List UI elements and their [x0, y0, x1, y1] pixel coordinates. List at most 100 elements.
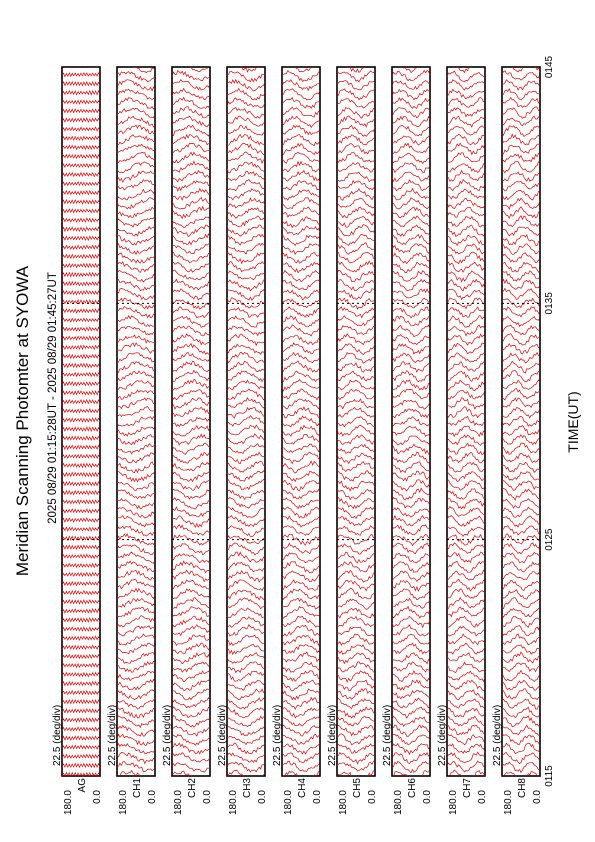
- scan-trace: [447, 434, 485, 446]
- scan-trace: [117, 124, 155, 135]
- scan-trace: [447, 206, 485, 218]
- scan-trace: [337, 470, 375, 482]
- scan-trace: [502, 515, 540, 528]
- scan-trace: [172, 524, 210, 536]
- scan-trace: [172, 443, 210, 455]
- scan-trace: [117, 234, 155, 246]
- scan-trace: [227, 688, 265, 701]
- scan-trace: [117, 652, 155, 664]
- scan-trace: [172, 243, 210, 254]
- scan-trace: [337, 171, 375, 183]
- scan-trace: [172, 742, 210, 755]
- scan-trace: [172, 488, 210, 500]
- scale-label: 22.5 (deg/div): [382, 705, 393, 766]
- scan-trace: [172, 606, 210, 618]
- scan-trace: [392, 552, 430, 564]
- scan-trace: [227, 433, 265, 445]
- scan-trace: [117, 715, 155, 729]
- chart-title: Meridian Scanning Photomter at SYOWA: [13, 265, 32, 576]
- scan-trace: [117, 79, 155, 92]
- scan-trace: [62, 253, 100, 260]
- scan-trace: [282, 370, 320, 383]
- scan-trace: [392, 435, 430, 446]
- scan-trace: [337, 379, 375, 391]
- scan-trace: [337, 460, 375, 473]
- scan-trace: [337, 569, 375, 583]
- scan-trace: [337, 524, 375, 536]
- scan-trace: [447, 498, 485, 510]
- channel-label: CH2: [187, 778, 198, 798]
- scan-trace: [337, 644, 375, 656]
- scan-trace: [62, 589, 100, 596]
- scan-trace: [117, 606, 155, 617]
- scan-trace: [227, 370, 265, 383]
- scan-trace: [62, 171, 100, 178]
- scan-trace: [337, 652, 375, 665]
- scan-trace: [227, 652, 265, 664]
- scan-trace: [447, 615, 485, 628]
- scan-trace: [227, 497, 265, 509]
- scan-trace: [502, 561, 540, 573]
- scan-trace: [117, 397, 155, 410]
- scan-trace: [337, 633, 375, 646]
- scan-trace: [392, 297, 430, 309]
- scan-trace: [117, 352, 155, 363]
- scan-trace: [337, 152, 375, 164]
- y-tick-max: 180.0: [118, 790, 129, 815]
- scan-trace: [502, 270, 540, 282]
- scan-trace: [117, 697, 155, 710]
- scan-trace: [337, 533, 375, 545]
- scan-trace: [502, 416, 540, 427]
- scan-trace: [392, 179, 430, 192]
- scan-trace: [117, 361, 155, 374]
- panel-frame: [336, 66, 376, 777]
- scan-trace: [447, 461, 485, 473]
- scan-trace: [502, 87, 540, 101]
- scale-label: 22.5 (deg/div): [107, 705, 118, 766]
- scan-trace: [117, 406, 155, 418]
- scan-trace: [447, 333, 485, 346]
- scan-trace: [392, 197, 430, 210]
- scan-trace: [337, 398, 375, 410]
- scan-trace: [117, 615, 155, 628]
- scan-trace: [172, 553, 210, 564]
- x-tick-label: 0135: [544, 292, 555, 315]
- scan-trace: [117, 533, 155, 546]
- scan-trace: [117, 752, 155, 765]
- scan-trace: [502, 360, 540, 374]
- scan-trace: [227, 360, 265, 373]
- scan-trace: [502, 79, 540, 91]
- scan-trace: [447, 652, 485, 663]
- scan-trace: [282, 760, 320, 772]
- panel-traces: [502, 67, 540, 776]
- scan-trace: [62, 598, 100, 605]
- scan-trace: [337, 497, 375, 510]
- scan-trace: [172, 670, 210, 683]
- scan-trace: [172, 433, 210, 446]
- scan-trace: [502, 498, 540, 509]
- scan-trace: [62, 435, 100, 442]
- scan-trace: [172, 661, 210, 673]
- scan-trace: [392, 152, 430, 165]
- scan-trace: [172, 306, 210, 319]
- scan-trace: [447, 352, 485, 363]
- scan-trace: [337, 598, 375, 610]
- scan-trace: [62, 680, 100, 687]
- scan-trace: [392, 752, 430, 765]
- scan-trace: [117, 525, 155, 537]
- scan-trace: [502, 715, 540, 727]
- scan-trace: [227, 616, 265, 628]
- scan-trace: [392, 224, 430, 237]
- scan-trace: [282, 216, 320, 229]
- scan-trace: [282, 279, 320, 291]
- scan-trace: [62, 280, 100, 287]
- scan-trace: [62, 571, 100, 578]
- scan-trace: [502, 742, 540, 754]
- scan-trace: [282, 251, 320, 264]
- scan-trace: [392, 80, 430, 90]
- scan-trace: [337, 434, 375, 446]
- scan-trace: [117, 107, 155, 119]
- scan-trace: [172, 679, 210, 691]
- scan-trace: [227, 451, 265, 465]
